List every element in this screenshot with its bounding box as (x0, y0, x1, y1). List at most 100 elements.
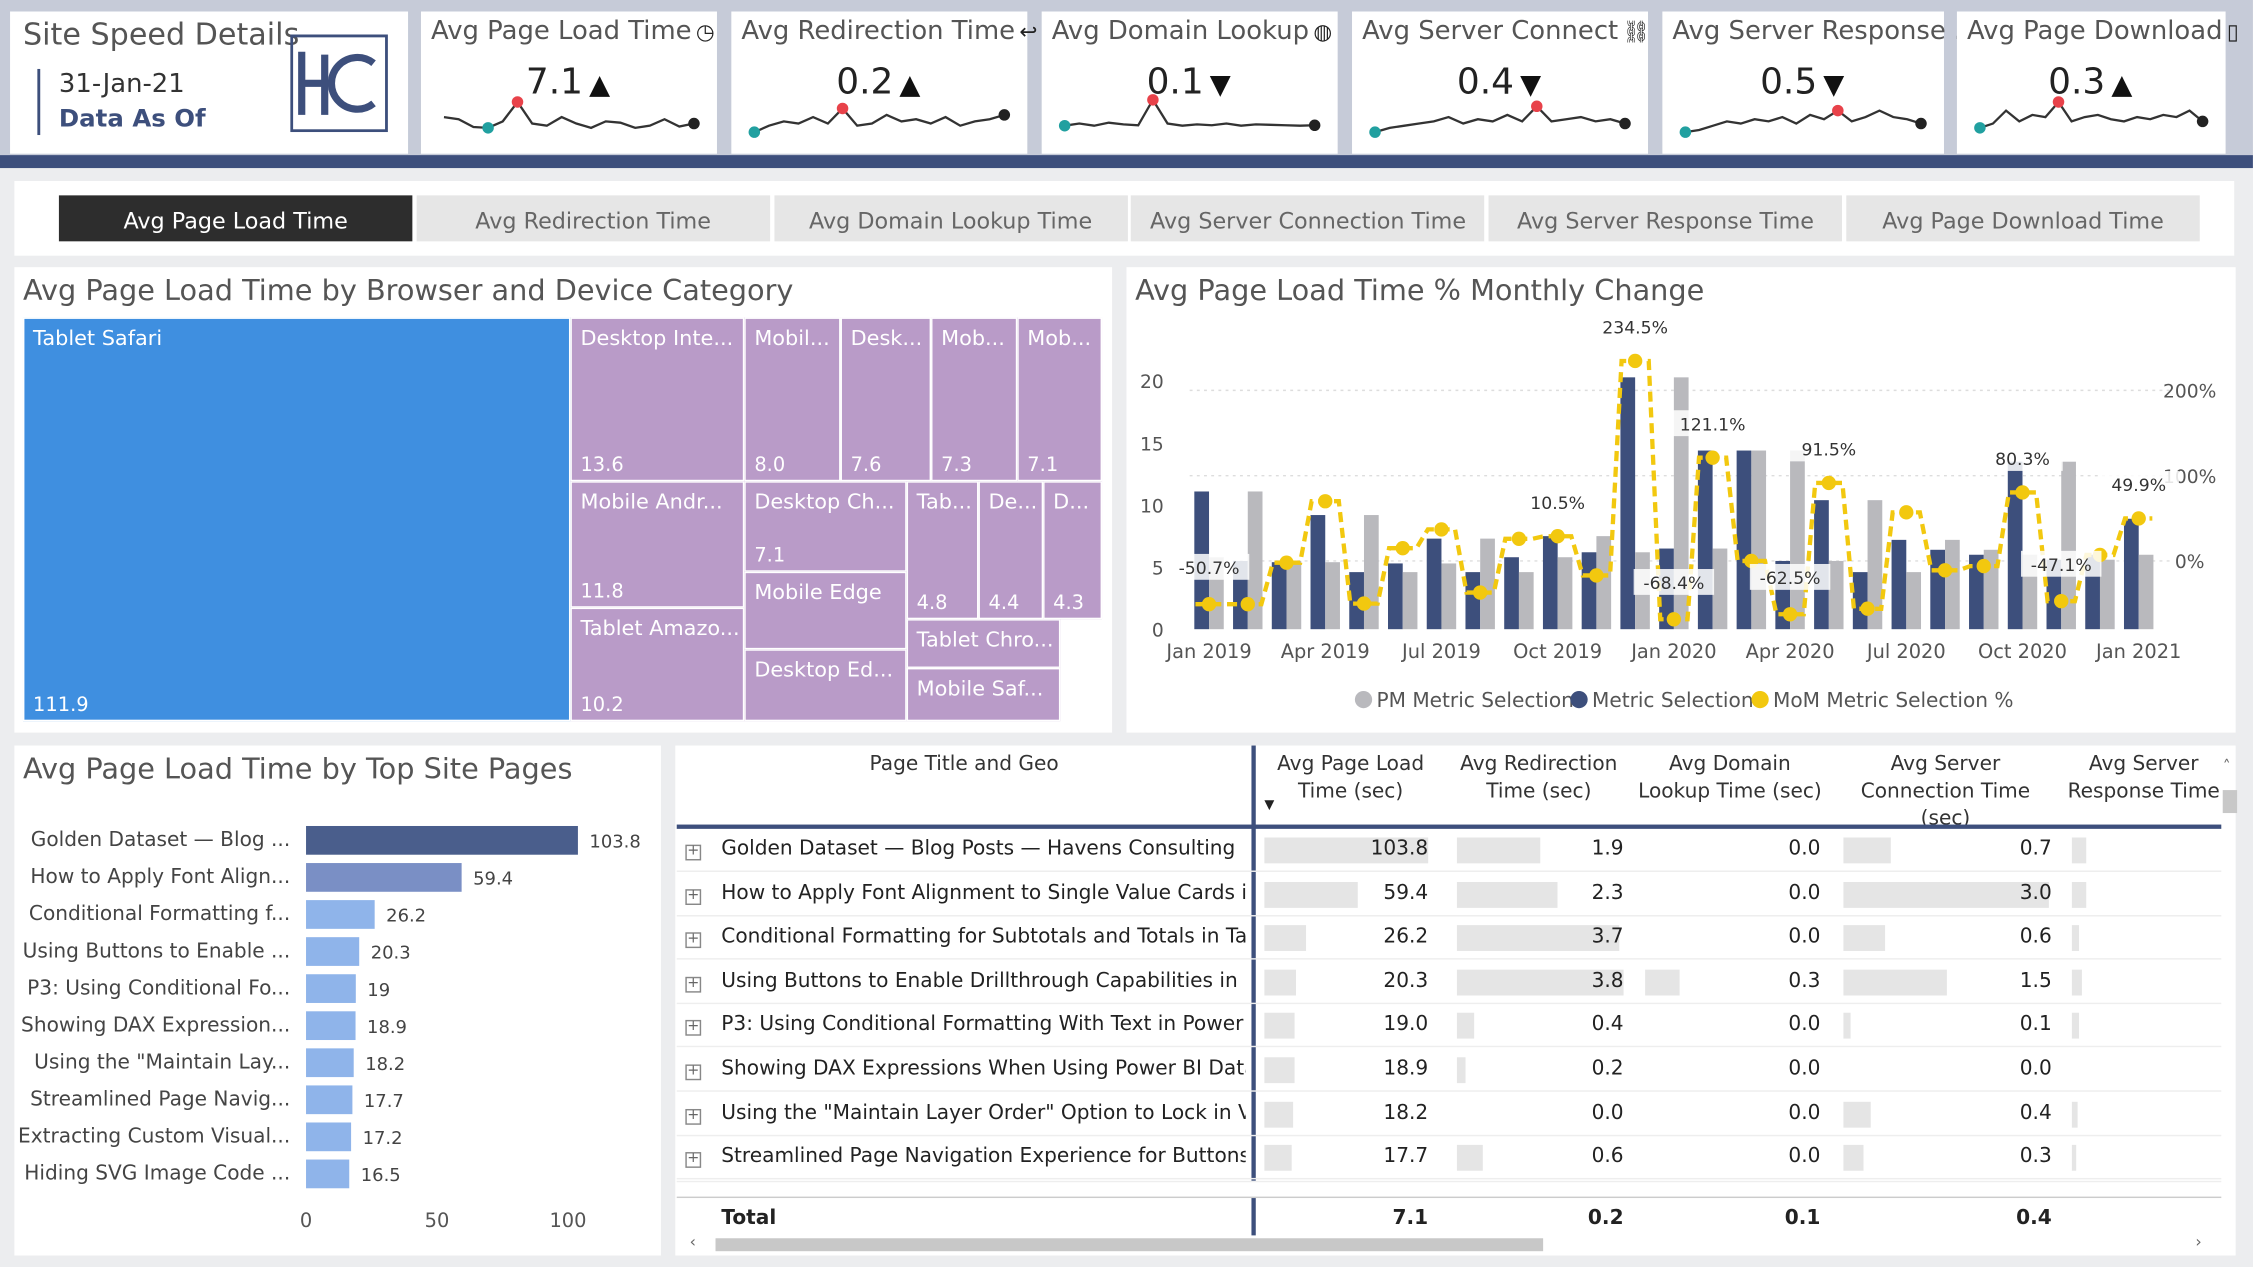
data-bar (1456, 837, 1541, 864)
metric-cell: 0.0 (1788, 1013, 1821, 1037)
table-header-cell[interactable]: Avg Redirection Time (sec) (1460, 752, 1618, 804)
treemap-tile[interactable]: Desktop Ed... (744, 649, 907, 722)
tab-avg-page-load-time[interactable]: Avg Page Load Time (58, 195, 413, 242)
table-header-cell[interactable]: Avg Domain Lookup Time (sec) (1638, 752, 1822, 804)
treemap-title: Avg Page Load Time by Browser and Device… (22, 272, 794, 308)
table-row[interactable]: + P3: Using Conditional Formatting With T… (676, 1005, 2222, 1048)
treemap-tile[interactable]: Desktop Ch... 7.1 (744, 481, 907, 572)
kpi-card[interactable]: Avg Redirection Time ↩ 0.2 ▲ (731, 11, 1037, 154)
sort-descending-icon[interactable]: ▼ (1264, 798, 1275, 814)
tab-avg-server-connection-time[interactable]: Avg Server Connection Time (1131, 195, 1485, 242)
metric-cell: 0.0 (1788, 837, 1821, 861)
table-header-cell[interactable]: Avg Server Connection Time (sec) (1860, 752, 2031, 831)
metric-cell: 20.3 (1383, 969, 1429, 993)
metric-cell: 17.7 (1383, 1145, 1429, 1169)
treemap-tile[interactable]: Tab... 4.8 (906, 481, 979, 620)
bar-value-label: 17.2 (363, 1128, 403, 1149)
pm-metric-bar (1673, 377, 1689, 630)
treemap-tile[interactable]: Mobile Saf... (906, 667, 1061, 722)
x-axis-tick: Jul 2019 (1401, 640, 1481, 663)
table-row[interactable]: + Using the "Maintain Layer Order" Option… (676, 1093, 2222, 1136)
treemap-tile[interactable]: Mob... 7.1 (1017, 317, 1103, 482)
kpi-card[interactable]: Avg Page Download ▯ 0.3 ▲ (1956, 11, 2239, 154)
vertical-scrollbar-thumb[interactable] (2222, 790, 2238, 814)
bar-category-label: P3: Using Conditional Fo... (27, 975, 290, 999)
kpi-title-text: Avg Domain Lookup (1051, 15, 1310, 46)
gauge-icon: ◷ (695, 18, 715, 45)
annotation-label: -68.4% (1643, 574, 1704, 594)
legend-swatch (1570, 690, 1588, 709)
scroll-up-icon[interactable]: ˄ (2222, 757, 2231, 776)
kpi-card[interactable]: Avg Page Load Time ◷ 7.1 ▲ (420, 11, 717, 154)
treemap-tile[interactable]: De... 4.4 (978, 481, 1044, 620)
treemap-tile-value: 4.4 (988, 591, 1020, 615)
x-axis-tick: 100 (549, 1209, 586, 1232)
treemap-tile[interactable]: Desk... 7.6 (840, 317, 932, 482)
scroll-left-icon[interactable]: ‹ (689, 1232, 696, 1252)
treemap-tile[interactable]: Desktop Inte... 13.6 (570, 317, 745, 482)
horizontal-scrollbar-thumb[interactable] (715, 1238, 1544, 1252)
metric-cell: 19.0 (1383, 1013, 1429, 1037)
pm-metric-bar (1286, 560, 1302, 630)
treemap-tile-label: Desktop Ed... (754, 659, 894, 683)
treemap-tile[interactable]: Mobile Andr... 11.8 (570, 481, 745, 608)
scroll-right-icon[interactable]: › (2195, 1232, 2202, 1252)
tab-avg-redirection-time[interactable]: Avg Redirection Time (416, 195, 770, 242)
mom-annotation: -47.1% (2021, 550, 2102, 577)
data-bar (1264, 969, 1297, 996)
expand-plus-icon[interactable]: + (685, 1106, 702, 1125)
x-axis-tick: Jan 2020 (1630, 640, 1716, 663)
bar-category-label: Showing DAX Expression... (21, 1012, 290, 1036)
mom-point (1976, 558, 1991, 574)
expand-plus-icon[interactable]: + (685, 1063, 702, 1081)
page-bar (306, 900, 375, 929)
treemap-tile[interactable]: D... 4.3 (1043, 481, 1103, 620)
kpi-card[interactable]: Avg Domain Lookup ◍ 0.1 ▼ (1041, 11, 1338, 154)
data-bar (1843, 1013, 1851, 1040)
expand-plus-icon[interactable]: + (685, 1019, 702, 1037)
table-row[interactable]: + Conditional Formatting for Subtotals an… (676, 917, 2222, 960)
table-header-cell[interactable]: Page Title and Geo (869, 752, 1059, 776)
treemap-tile[interactable]: Mobil... 8.0 (744, 317, 841, 482)
page-bar (306, 825, 578, 855)
kpi-card[interactable]: Avg Server Connect ⛓ 0.4 ▼ (1352, 11, 1650, 154)
expand-plus-icon[interactable]: + (685, 887, 702, 905)
treemap-tile[interactable]: Tablet Amazo... 10.2 (570, 607, 745, 722)
mom-point (1550, 529, 1565, 544)
data-bar (1264, 1057, 1295, 1084)
treemap-tile[interactable]: Tablet Safari 111.9 (22, 317, 571, 722)
tab-avg-page-download-time[interactable]: Avg Page Download Time (1846, 195, 2200, 242)
kpi-sparkline (1974, 96, 2209, 134)
metric-cell: 0.3 (1788, 969, 1821, 993)
trend-up-icon: ▲ (2111, 68, 2133, 101)
table-row[interactable]: + Streamlined Page Navigation Experience … (676, 1137, 2222, 1180)
kpi-title: Avg Server Connect ⛓ (1362, 16, 1650, 46)
treemap-tile[interactable]: Mob... 7.3 (931, 317, 1018, 482)
table-row[interactable]: + Golden Dataset — Blog Posts — Havens Co… (676, 829, 2222, 872)
treemap-tile-label: Tablet Safari (33, 327, 163, 351)
data-bar (1264, 1013, 1295, 1040)
annotation-label: -47.1% (2031, 556, 2092, 576)
expand-plus-icon[interactable]: + (685, 975, 702, 993)
treemap-tile[interactable]: Tablet Chro... (906, 619, 1061, 668)
frozen-column-divider (1251, 745, 1256, 1236)
kpi-card[interactable]: Avg Server Response ... 0.5 ▼ (1662, 11, 1979, 154)
data-bar (1843, 1145, 1865, 1172)
table-row[interactable]: + Showing DAX Expressions When Using Powe… (676, 1049, 2222, 1092)
expand-plus-icon[interactable]: + (685, 1150, 702, 1169)
table-row[interactable]: + How to Apply Font Alignment to Single V… (676, 873, 2222, 916)
pm-metric-bar (2099, 559, 2115, 630)
table-header-cell[interactable]: Avg Page Load Time (sec) (1277, 752, 1425, 804)
page-title-cell: Golden Dataset — Blog Posts — Havens Con… (721, 837, 1236, 861)
tab-avg-server-response-time[interactable]: Avg Server Response Time (1488, 195, 1843, 242)
globe-icon: ◍ (1313, 18, 1333, 45)
bar-value-label: 17.7 (364, 1091, 404, 1112)
table-header-cell[interactable]: Avg Server Response Time (2067, 752, 2220, 804)
kpi-value: 0.4 (1456, 60, 1515, 102)
page-bar (306, 1159, 350, 1189)
tab-avg-domain-lookup-time[interactable]: Avg Domain Lookup Time (773, 195, 1128, 242)
expand-plus-icon[interactable]: + (685, 931, 702, 949)
treemap-tile[interactable]: Mobile Edge (744, 571, 907, 650)
table-row[interactable]: + Using Buttons to Enable Drillthrough Ca… (676, 961, 2222, 1004)
expand-plus-icon[interactable]: + (685, 843, 702, 861)
